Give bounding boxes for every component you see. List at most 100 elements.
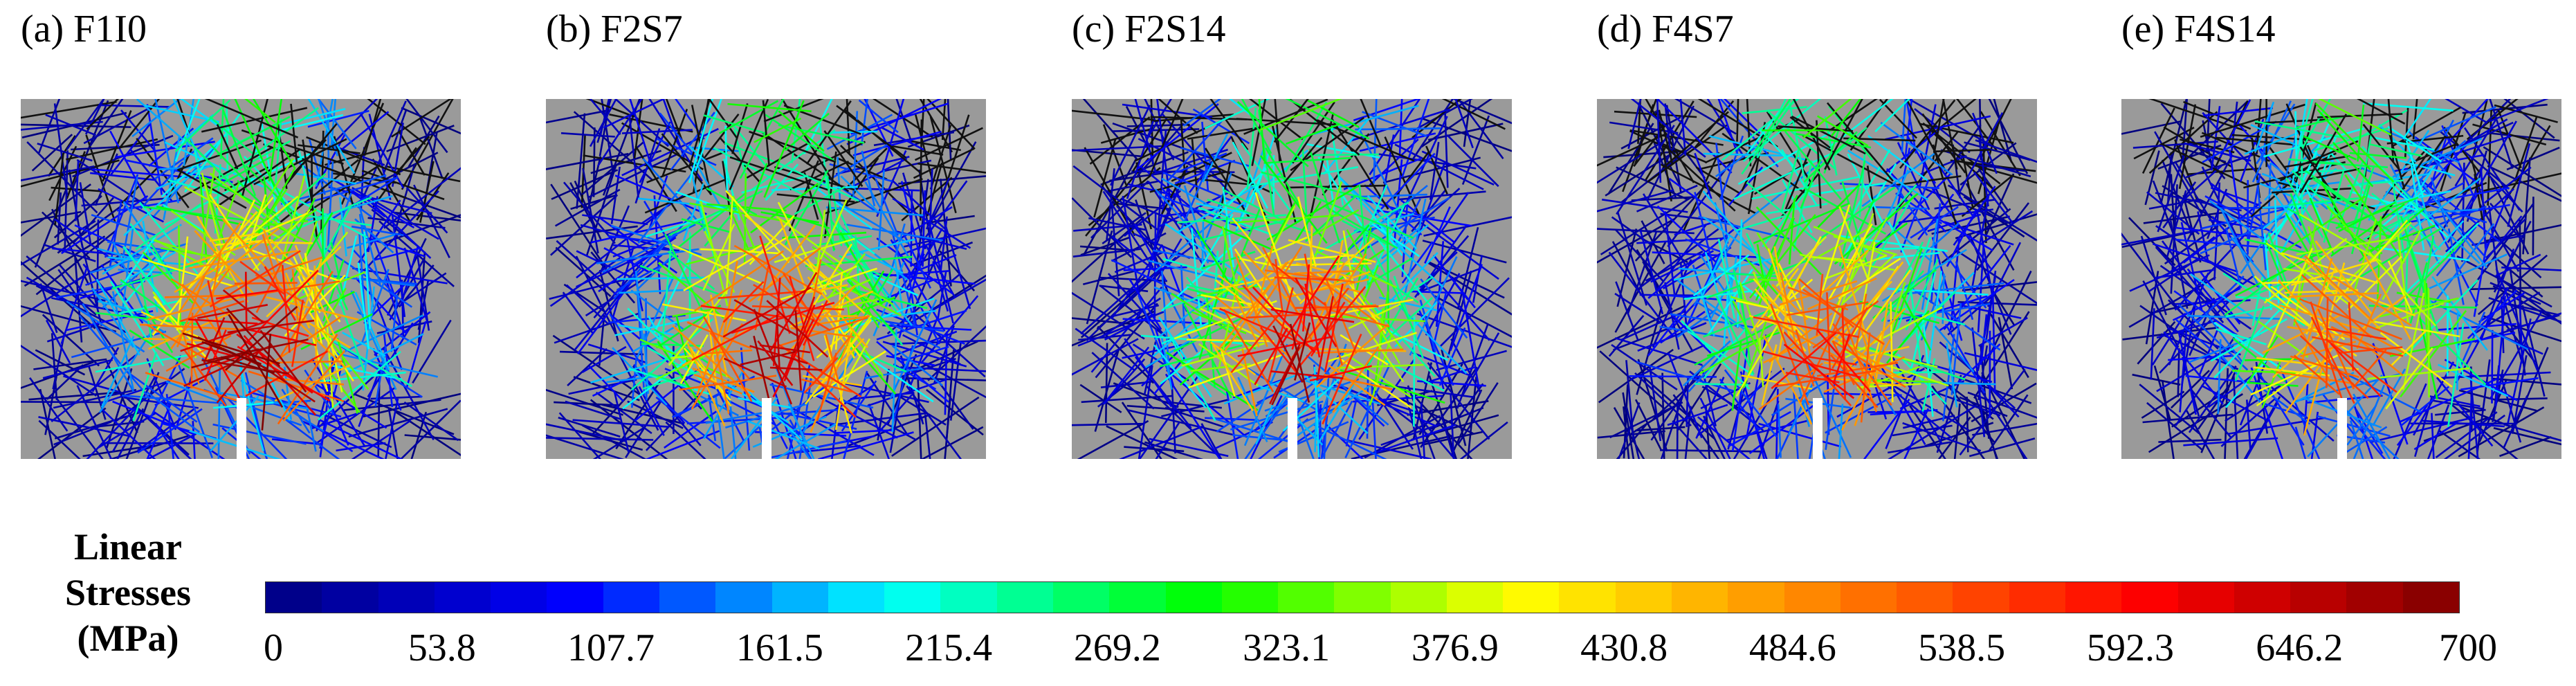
fiber xyxy=(298,220,318,279)
fiber xyxy=(2458,332,2516,345)
fiber xyxy=(1203,219,1275,252)
fiber xyxy=(1094,349,1120,432)
fiber xyxy=(120,279,185,326)
fiber xyxy=(1270,308,1355,323)
fiber xyxy=(1398,99,1403,158)
fiber xyxy=(1447,270,1472,358)
fiber xyxy=(2162,181,2197,228)
fiber xyxy=(691,313,780,361)
fiber xyxy=(926,388,984,436)
fiber xyxy=(399,399,461,459)
fiber xyxy=(679,374,777,391)
fiber xyxy=(1234,248,1274,307)
fiber xyxy=(362,286,375,391)
fiber xyxy=(2430,177,2449,227)
fiber xyxy=(183,344,272,387)
fiber xyxy=(1655,224,1708,292)
fiber xyxy=(576,113,586,209)
fiber xyxy=(276,114,344,132)
fiber xyxy=(1147,181,1206,268)
fiber xyxy=(1605,154,1670,197)
fiber xyxy=(146,402,172,459)
fiber xyxy=(1224,208,1261,298)
fiber xyxy=(1637,322,1707,352)
fiber xyxy=(664,233,706,316)
fiber xyxy=(2288,292,2379,298)
fiber xyxy=(1438,261,1476,309)
fiber xyxy=(109,202,122,268)
fiber xyxy=(588,152,680,198)
fiber xyxy=(1833,235,1897,256)
fiber xyxy=(1704,251,1736,350)
fiber xyxy=(1111,304,1159,318)
fiber xyxy=(118,99,161,150)
fiber xyxy=(1164,406,1225,428)
fiber xyxy=(1717,99,1739,156)
fiber xyxy=(2392,137,2483,178)
fiber xyxy=(1373,224,1444,288)
fiber xyxy=(212,183,240,254)
fiber xyxy=(1164,284,1239,310)
fiber xyxy=(267,360,342,364)
fiber xyxy=(2507,143,2531,227)
fiber xyxy=(154,137,214,180)
fiber xyxy=(2427,223,2495,312)
fiber xyxy=(1793,390,1799,459)
fiber xyxy=(911,311,986,378)
fiber xyxy=(1072,291,1145,340)
fiber xyxy=(1186,284,1243,298)
fiber xyxy=(120,251,176,285)
fiber xyxy=(941,99,947,141)
fiber xyxy=(691,105,712,195)
colorbar-cell xyxy=(2065,582,2122,613)
fiber xyxy=(850,281,880,329)
fiber xyxy=(744,214,826,280)
fiber xyxy=(2150,308,2155,380)
fiber xyxy=(2314,161,2388,168)
fiber xyxy=(1807,363,1852,458)
fiber xyxy=(648,372,695,390)
fiber xyxy=(2391,106,2462,147)
fiber xyxy=(1305,379,1381,406)
fiber xyxy=(1367,195,1418,250)
fiber xyxy=(1412,99,1462,139)
fiber xyxy=(2487,165,2561,202)
fiber xyxy=(1737,370,1773,415)
fiber xyxy=(932,261,949,312)
fiber xyxy=(1454,99,1474,149)
fiber xyxy=(1315,348,1404,354)
fiber xyxy=(905,278,986,326)
fiber xyxy=(1695,300,1739,329)
fiber xyxy=(1777,404,1782,458)
fiber xyxy=(681,218,731,233)
fiber xyxy=(2456,255,2552,308)
fiber xyxy=(1665,105,1682,194)
fiber xyxy=(1803,187,1887,235)
fiber xyxy=(1609,121,1679,134)
fiber xyxy=(1629,129,1724,146)
fiber xyxy=(939,216,948,275)
fiber xyxy=(240,269,319,349)
fiber xyxy=(1901,296,1932,351)
fiber xyxy=(1894,183,1928,236)
fiber xyxy=(1316,381,1356,446)
fiber xyxy=(1906,134,1937,184)
fiber xyxy=(1667,404,1728,426)
colorbar-cell xyxy=(2009,582,2065,613)
fiber xyxy=(2200,103,2305,138)
fiber xyxy=(1853,345,1910,361)
fiber xyxy=(318,99,339,156)
fiber xyxy=(1754,99,1792,152)
fiber xyxy=(225,305,298,371)
fiber xyxy=(376,321,432,334)
fiber xyxy=(1611,344,1678,390)
fiber xyxy=(864,367,923,379)
fiber xyxy=(1149,148,1229,177)
fiber xyxy=(1989,394,2029,451)
fiber xyxy=(1232,217,1301,302)
fiber xyxy=(1199,220,1284,242)
colorbar-cell xyxy=(2402,582,2459,613)
fiber xyxy=(1885,309,1930,364)
fiber xyxy=(1293,201,1322,244)
fiber xyxy=(247,107,319,161)
